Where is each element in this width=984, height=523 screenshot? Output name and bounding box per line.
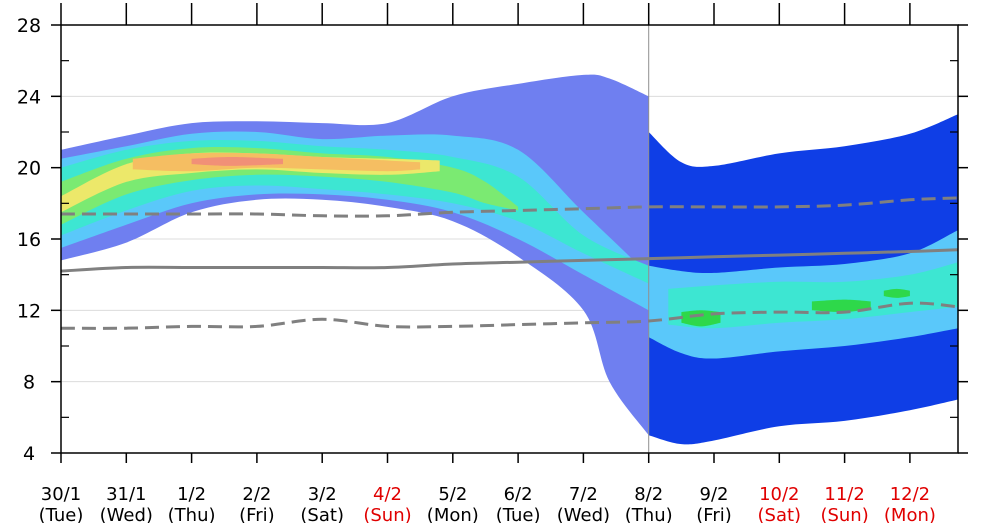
x-tick-label-date: 6/2	[504, 484, 533, 505]
band-red	[191, 157, 283, 166]
x-tick-label-date: 3/2	[308, 484, 337, 505]
series-line-1-dashed	[61, 196, 959, 218]
x-tick-label-date: 9/2	[700, 484, 729, 505]
y-tick-label: 16	[17, 229, 41, 251]
y-tick-label: 4	[23, 443, 35, 465]
x-tick-label-day: (Tue)	[496, 505, 541, 523]
x-tick-label-date: 11/2	[824, 484, 864, 505]
data-lines	[60, 196, 959, 330]
x-tick-label-day: (Fri)	[239, 505, 275, 523]
y-tick-label: 12	[17, 300, 41, 322]
axes	[51, 3, 968, 463]
x-tick-label-date: 2/2	[242, 484, 271, 505]
x-tick-label-day: (Sun)	[363, 505, 411, 523]
x-tick-label-date: 4/2	[373, 484, 402, 505]
x-tick-label-day: (Mon)	[427, 505, 479, 523]
y-tick-label: 8	[23, 372, 35, 394]
y-tick-label: 28	[17, 15, 41, 37]
x-tick-label-day: (Sat)	[758, 505, 802, 523]
x-tick-label-day: (Sat)	[300, 505, 344, 523]
series-line-0-solid	[60, 248, 959, 273]
x-tick-label-day: (Wed)	[557, 505, 610, 523]
x-tick-label-date: 31/1	[106, 484, 146, 505]
y-tick-label: 24	[17, 86, 41, 108]
data-bands	[61, 25, 958, 453]
series-line-2-dashed	[60, 301, 959, 330]
x-tick-label-date: 5/2	[438, 484, 467, 505]
y-tick-label: 20	[17, 158, 41, 180]
band-fc-green3	[883, 288, 910, 298]
x-tick-label-date: 12/2	[890, 484, 930, 505]
x-tick-label-day: (Mon)	[884, 505, 936, 523]
x-tick-label-day: (Wed)	[100, 505, 153, 523]
x-tick-label-day: (Sun)	[820, 505, 868, 523]
x-tick-label-date: 30/1	[41, 484, 81, 505]
x-tick-label-day: (Thu)	[625, 505, 673, 523]
x-tick-label-date: 10/2	[759, 484, 799, 505]
x-tick-label-date: 8/2	[634, 484, 663, 505]
x-tick-label-date: 7/2	[569, 484, 598, 505]
x-tick-label-day: (Fri)	[696, 505, 732, 523]
x-tick-label-date: 1/2	[177, 484, 206, 505]
band-fc-green2	[811, 299, 871, 313]
tick-labels: 48121620242830/1(Tue)31/1(Wed)1/2(Thu)2/…	[17, 15, 936, 523]
x-tick-label-day: (Tue)	[39, 505, 84, 523]
x-tick-label-day: (Thu)	[168, 505, 216, 523]
